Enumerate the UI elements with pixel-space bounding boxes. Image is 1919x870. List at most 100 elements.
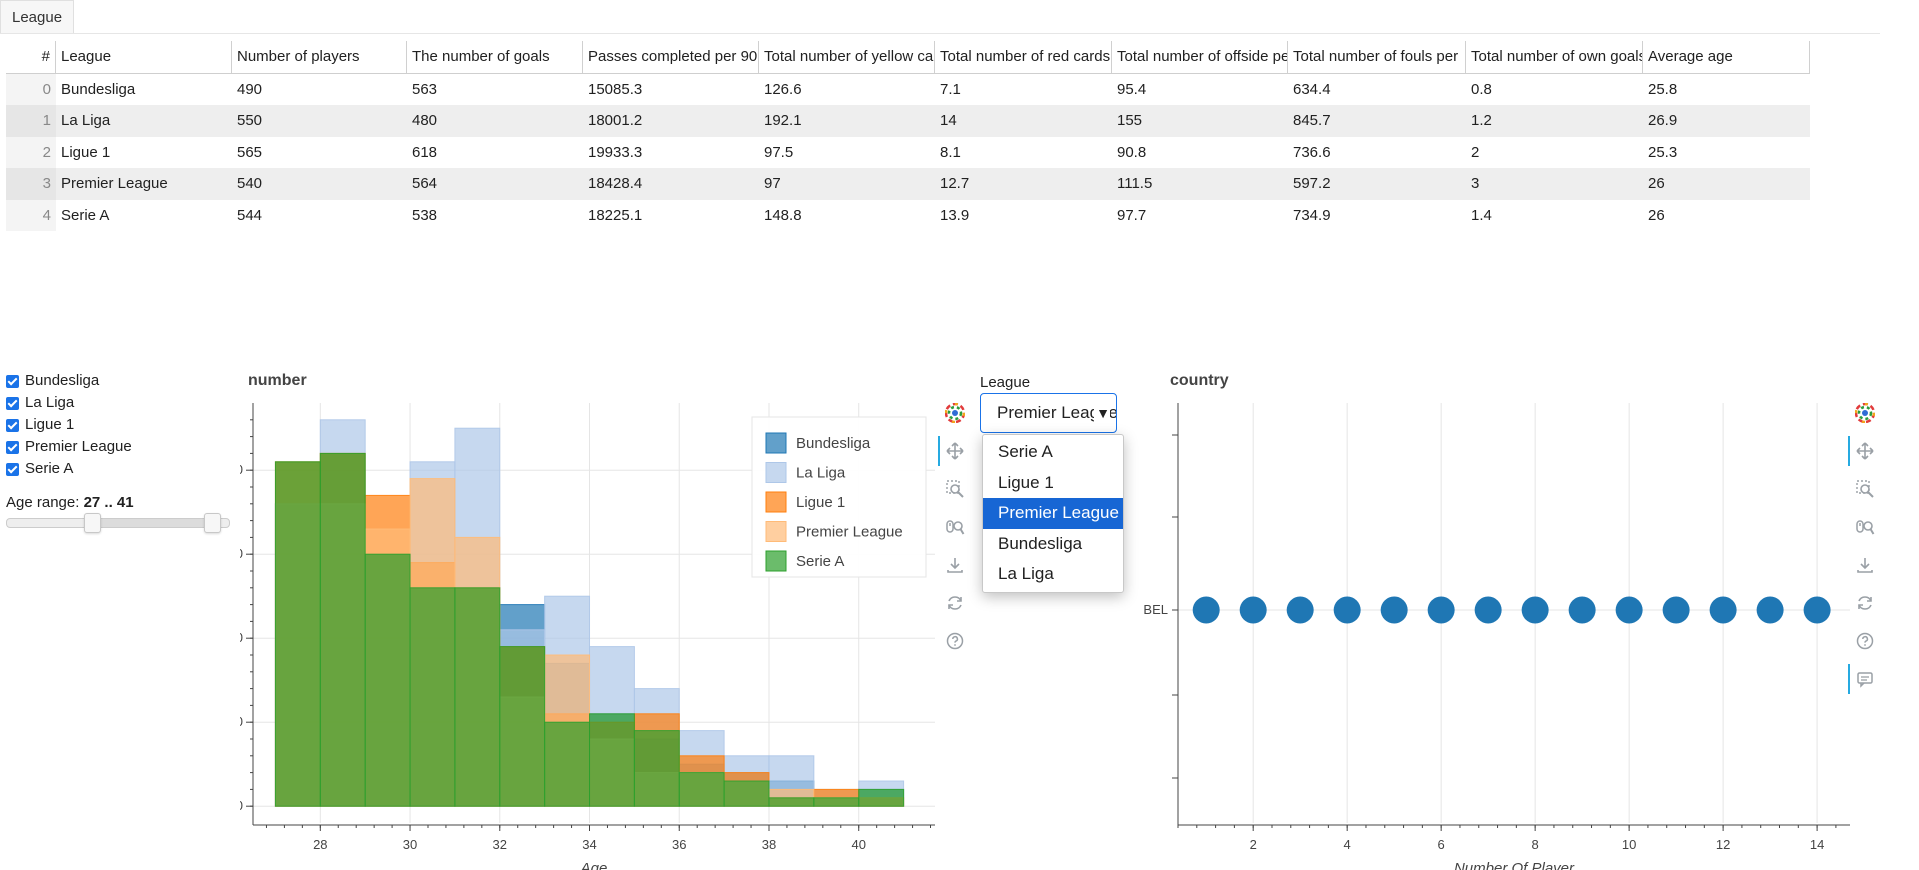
checkbox-bundesliga[interactable]: Bundesliga bbox=[6, 370, 132, 392]
checkbox-ligue-1[interactable]: Ligue 1 bbox=[6, 414, 132, 436]
scatter-point[interactable] bbox=[1380, 596, 1408, 624]
checkbox-checked-icon[interactable] bbox=[6, 440, 19, 454]
scatter-point[interactable] bbox=[1662, 596, 1690, 624]
table-row[interactable]: 1 La Liga 550 480 18001.2 192.1 14 155 845.7 1.2 2… bbox=[6, 105, 1810, 137]
column-header[interactable]: League bbox=[56, 41, 232, 73]
scatter-point[interactable] bbox=[1615, 596, 1643, 624]
legend-label[interactable]: Premier League bbox=[796, 524, 903, 541]
box-zoom-icon[interactable] bbox=[940, 470, 970, 508]
box-zoom-icon bbox=[946, 480, 964, 498]
table-cell: 2 bbox=[1471, 143, 1480, 161]
column-header[interactable]: Passes completed per 90 bbox=[583, 41, 759, 73]
column-header[interactable]: Total number of red cards bbox=[935, 41, 1112, 73]
wheel-zoom-icon[interactable] bbox=[940, 508, 970, 546]
age-range-max-handle[interactable] bbox=[203, 513, 221, 533]
checkbox-checked-icon[interactable] bbox=[6, 418, 19, 432]
column-header[interactable]: Total number of yellow ca bbox=[759, 41, 935, 73]
column-header[interactable]: Total number of own goals bbox=[1466, 41, 1643, 73]
y-tick-label: 10 bbox=[240, 714, 243, 729]
scatter-point[interactable] bbox=[1756, 596, 1784, 624]
league-select[interactable]: Premier League ▼ bbox=[980, 393, 1117, 433]
row-index: 1 bbox=[6, 105, 56, 137]
checkbox-serie-a[interactable]: Serie A bbox=[6, 458, 132, 480]
table-row[interactable]: 0 Bundesliga 490 563 15085.3 126.6 7.1 95.4 634.… bbox=[6, 73, 1810, 105]
checkbox-label: Ligue 1 bbox=[25, 416, 75, 433]
legend-label[interactable]: Bundesliga bbox=[796, 435, 871, 452]
legend-label[interactable]: Serie A bbox=[796, 553, 844, 570]
table-row[interactable]: 4 Serie A 544 538 18225.1 148.8 13.9 97.7 734.9 1… bbox=[6, 199, 1810, 231]
table-cell: 95.4 bbox=[1117, 80, 1147, 98]
help-icon[interactable] bbox=[940, 622, 970, 660]
bar-serie-a bbox=[454, 587, 501, 807]
scatter-point[interactable] bbox=[1239, 596, 1267, 624]
dropdown-option[interactable]: La Liga bbox=[998, 564, 1054, 583]
checkbox-label: La Liga bbox=[25, 394, 75, 411]
reset-icon[interactable] bbox=[940, 584, 970, 622]
save-icon bbox=[1857, 558, 1873, 573]
save-icon[interactable] bbox=[940, 546, 970, 584]
checkbox-checked-icon[interactable] bbox=[6, 396, 19, 410]
scatter-point[interactable] bbox=[1286, 596, 1314, 624]
dropdown-option[interactable]: Premier League bbox=[983, 498, 1123, 529]
column-header[interactable]: Average age bbox=[1643, 41, 1810, 73]
wheel-zoom-icon[interactable] bbox=[1850, 508, 1880, 546]
scatter-plot[interactable]: BEL 2 4 6 8 10 12 14 Number Of Player bbox=[1120, 395, 1860, 870]
league-checkbox-group: Bundesliga La Liga Ligue 1 Premier League Se… bbox=[6, 370, 132, 480]
checkbox-la-liga[interactable]: La Liga bbox=[6, 392, 132, 414]
scatter-point[interactable] bbox=[1521, 596, 1549, 624]
hover-icon[interactable] bbox=[1848, 660, 1880, 698]
x-tick-label: 30 bbox=[403, 837, 417, 852]
table-cell: 634.4 bbox=[1293, 80, 1331, 98]
legend-label[interactable]: Ligue 1 bbox=[796, 494, 845, 511]
dropdown-option[interactable]: Bundesliga bbox=[998, 533, 1083, 553]
pan-icon[interactable] bbox=[938, 432, 970, 470]
dropdown-option[interactable]: Serie A bbox=[998, 442, 1053, 461]
table-cell: 563 bbox=[412, 80, 438, 98]
table-cell: 0.8 bbox=[1471, 80, 1492, 98]
column-header[interactable]: The number of goals bbox=[407, 41, 583, 73]
column-header[interactable]: # bbox=[6, 41, 56, 73]
age-range-value: 27 .. 41 bbox=[83, 494, 134, 511]
legend-label[interactable]: La Liga bbox=[796, 465, 846, 482]
column-header[interactable]: Total number of fouls per bbox=[1288, 41, 1466, 73]
column-header[interactable]: Total number of offside pe bbox=[1112, 41, 1288, 73]
scatter-point[interactable] bbox=[1803, 596, 1831, 624]
dropdown-option[interactable]: Ligue 1 bbox=[998, 472, 1054, 492]
reset-icon[interactable] bbox=[1850, 584, 1880, 622]
table-cell: 126.6 bbox=[764, 80, 802, 98]
save-icon[interactable] bbox=[1850, 546, 1880, 584]
age-range-slider-fill bbox=[92, 519, 212, 527]
scatter-point[interactable] bbox=[1192, 596, 1220, 624]
help-icon[interactable] bbox=[1850, 622, 1880, 660]
scatter-point[interactable] bbox=[1427, 596, 1455, 624]
histogram-plot[interactable]: 28 30 32 34 36 38 40 0 10 20 30 40 Age Bundesliga La L… bbox=[240, 395, 940, 870]
checkbox-premier-league[interactable]: Premier League bbox=[6, 436, 132, 458]
x-tick-label: 12 bbox=[1716, 837, 1730, 852]
table-row[interactable]: 2 Ligue 1 565 618 19933.3 97.5 8.1 90.8 736.6 2 25… bbox=[6, 136, 1810, 168]
table-cell: 97.7 bbox=[1117, 206, 1147, 224]
tab-league[interactable]: League bbox=[0, 0, 75, 33]
table-header-row: # League Number of players The number of go… bbox=[6, 41, 1810, 74]
table-cell: 734.9 bbox=[1293, 206, 1331, 224]
checkbox-checked-icon[interactable] bbox=[6, 374, 19, 388]
scatter-point[interactable] bbox=[1333, 596, 1361, 624]
pan-icon[interactable] bbox=[1848, 432, 1880, 470]
table-cell: 26.9 bbox=[1648, 112, 1678, 129]
help-icon bbox=[1856, 632, 1874, 650]
league-select-label: League bbox=[980, 374, 1031, 391]
x-tick-label: 34 bbox=[582, 837, 596, 852]
box-zoom-icon[interactable] bbox=[1850, 470, 1880, 508]
scatter-point[interactable] bbox=[1568, 596, 1596, 624]
scatter-point[interactable] bbox=[1709, 596, 1737, 624]
column-header[interactable]: Number of players bbox=[232, 41, 407, 73]
age-range-slider[interactable] bbox=[6, 513, 230, 533]
table-cell: 597.2 bbox=[1293, 175, 1331, 192]
table-cell: 565 bbox=[237, 143, 263, 161]
legend-swatch bbox=[765, 491, 787, 513]
table-row[interactable]: 3 Premier League 540 564 18428.4 97 12.7 111.5 5… bbox=[6, 168, 1810, 200]
age-range-min-handle[interactable] bbox=[84, 513, 102, 533]
table-cell: 18001.2 bbox=[588, 112, 643, 129]
checkbox-checked-icon[interactable] bbox=[6, 462, 19, 476]
histogram-legend: Bundesliga La Liga Ligue 1 Premier League Se… bbox=[751, 416, 927, 578]
scatter-point[interactable] bbox=[1474, 596, 1502, 624]
